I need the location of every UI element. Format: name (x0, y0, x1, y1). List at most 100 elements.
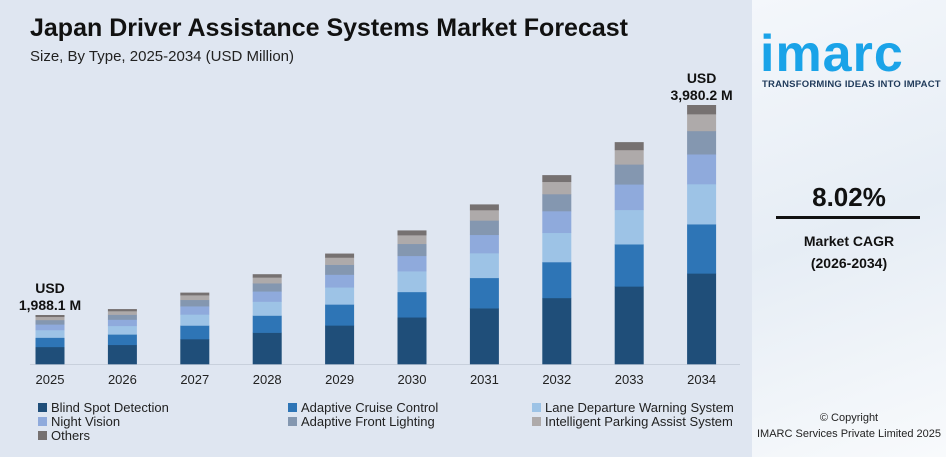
bar-segment-2029-1 (325, 304, 355, 326)
bar-segment-2029-5 (325, 257, 355, 265)
legend-item: Adaptive Front Lighting (288, 414, 435, 429)
bar-segment-2025-2 (35, 329, 65, 338)
legend-item: Adaptive Cruise Control (288, 400, 438, 415)
bar-segment-2027-4 (180, 299, 210, 307)
bar-segment-2030-3 (397, 255, 427, 272)
bar-segment-2032-2 (542, 232, 572, 263)
copyright: © Copyright IMARC Services Private Limit… (752, 410, 946, 442)
bar-segment-2031-6 (469, 204, 499, 211)
bar-segment-2034-1 (687, 224, 717, 274)
x-tick-label: 2031 (470, 372, 499, 387)
bar-segment-2030-5 (397, 235, 427, 245)
bar-segment-2034-3 (687, 154, 717, 185)
cagr-label-text: Market CAGR (803, 233, 895, 249)
legend-item: Night Vision (38, 414, 120, 429)
cagr-period: (2026-2034) (810, 255, 888, 271)
legend-swatch (38, 417, 47, 426)
bar-segment-2033-5 (614, 149, 644, 165)
bar-segment-2028-3 (252, 291, 282, 302)
x-tick-label: 2028 (253, 372, 282, 387)
bar-segment-2030-4 (397, 243, 427, 257)
bar-segment-2029-4 (325, 264, 355, 275)
bar-segment-2031-4 (469, 220, 499, 236)
legend-swatch (288, 417, 297, 426)
legend-label: Lane Departure Warning System (545, 400, 734, 415)
bar-segment-2026-6 (107, 309, 137, 312)
bar-segment-2032-1 (542, 262, 572, 299)
bar-segment-2027-6 (180, 292, 210, 296)
bar-segment-2032-5 (542, 181, 572, 195)
bar-segment-2031-5 (469, 209, 499, 221)
bar-segment-2032-6 (542, 175, 572, 183)
legend-swatch (532, 403, 541, 412)
bar-segment-2033-6 (614, 142, 644, 151)
bar-segment-2033-2 (614, 209, 644, 245)
bar-segment-2026-3 (107, 319, 137, 327)
brand-tagline: TRANSFORMING IDEAS INTO IMPACT (762, 79, 941, 90)
legend-item: Blind Spot Detection (38, 400, 169, 415)
chart-subtitle: Size, By Type, 2025-2034 (USD Million) (30, 48, 295, 65)
divider (776, 216, 920, 219)
legend-swatch (532, 417, 541, 426)
bar-segment-2029-3 (325, 274, 355, 288)
bar-segment-2028-5 (252, 277, 282, 284)
bar-segment-2030-2 (397, 271, 427, 293)
bar-segment-2030-1 (397, 291, 427, 318)
copyright-line2: IMARC Services Private Limited 2025 (756, 428, 941, 440)
bar-segment-2028-4 (252, 283, 282, 292)
legend-label: Blind Spot Detection (51, 400, 169, 415)
bar-segment-2025-0 (35, 346, 65, 365)
bar-segment-2031-2 (469, 253, 499, 279)
chart-title: Japan Driver Assistance Systems Market F… (30, 14, 628, 42)
bar-segment-2026-2 (107, 325, 137, 335)
value-label-unit: USD (35, 280, 65, 296)
x-tick-label: 2029 (325, 372, 354, 387)
bar-segment-2026-5 (107, 310, 137, 315)
bar-segment-2033-4 (614, 164, 644, 185)
bar-segment-2027-5 (180, 295, 210, 301)
bar-segment-2032-4 (542, 194, 572, 212)
legend-item: Others (38, 428, 90, 443)
bar-segment-2031-1 (469, 277, 499, 309)
legend-item: Intelligent Parking Assist System (532, 414, 733, 429)
legend-swatch (288, 403, 297, 412)
bar-segment-2031-0 (469, 308, 499, 365)
legend-item: Lane Departure Warning System (532, 400, 734, 415)
x-tick-label: 2034 (687, 372, 716, 387)
bar-segment-2025-3 (35, 324, 65, 331)
bar-segment-2027-1 (180, 325, 210, 340)
bar-segment-2026-4 (107, 314, 137, 320)
value-label: 1,988.1 M (19, 297, 81, 313)
bar-segment-2025-6 (35, 315, 65, 318)
x-tick-label: 2030 (398, 372, 427, 387)
bar-segment-2029-2 (325, 287, 355, 305)
bar-segment-2033-3 (614, 184, 644, 211)
legend-label: Adaptive Cruise Control (301, 400, 439, 415)
bar-segment-2034-5 (687, 114, 717, 132)
chart-panel: Japan Driver Assistance Systems Market F… (0, 0, 752, 457)
info-panel: imarc TRANSFORMING IDEAS INTO IMPACT 8.0… (752, 0, 946, 457)
bar-segment-2028-2 (252, 301, 282, 316)
bar-segment-2034-0 (687, 273, 717, 365)
cagr-value: 8.02% (812, 182, 886, 212)
bar-segment-2028-0 (252, 332, 282, 365)
bar-segment-2028-1 (252, 315, 282, 333)
bar-segment-2025-4 (35, 319, 65, 325)
bar-segment-2031-3 (469, 234, 499, 254)
legend-label: Others (51, 428, 91, 443)
legend-label: Intelligent Parking Assist System (545, 414, 733, 429)
bar-segment-2032-3 (542, 211, 572, 234)
bar-segment-2032-0 (542, 297, 572, 365)
bar-segment-2027-3 (180, 306, 210, 315)
value-label: 3,980.2 M (670, 87, 732, 103)
imarc-logo: imarc (760, 25, 904, 83)
bar-segment-2030-0 (397, 317, 427, 365)
x-tick-label: 2025 (36, 372, 65, 387)
bar-segment-2027-0 (180, 339, 210, 365)
bar-segment-2026-1 (107, 334, 137, 346)
bar-segment-2025-1 (35, 337, 65, 348)
x-tick-label: 2026 (108, 372, 137, 387)
legend-label: Night Vision (51, 414, 121, 429)
bar-segment-2034-2 (687, 183, 717, 225)
